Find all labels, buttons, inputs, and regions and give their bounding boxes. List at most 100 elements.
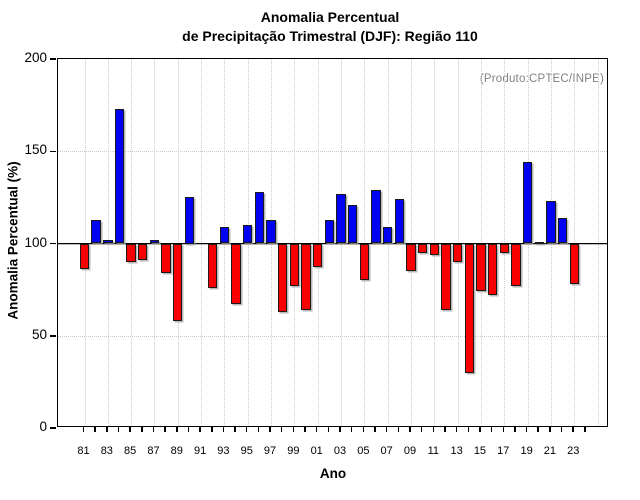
x-tick	[502, 427, 504, 432]
bar-16	[487, 243, 498, 296]
x-tick	[257, 427, 260, 432]
vertical-gridline	[294, 59, 296, 426]
x-tick	[537, 427, 539, 432]
x-tick	[514, 427, 516, 432]
x-tick	[164, 427, 166, 432]
x-tick	[397, 427, 400, 432]
x-tick	[525, 427, 528, 432]
bar-19	[522, 162, 533, 244]
y-tick	[50, 335, 56, 337]
x-tick	[304, 427, 306, 432]
x-tick-label: 81	[77, 445, 90, 457]
x-tick	[455, 427, 458, 432]
x-tick-label: 15	[473, 445, 487, 457]
x-tick-label: 93	[217, 445, 230, 457]
bar-08	[394, 199, 404, 244]
y-tick	[50, 150, 56, 152]
y-tick	[50, 242, 56, 245]
x-tick	[199, 427, 201, 432]
bar-20	[534, 241, 544, 244]
bar-89	[173, 243, 183, 321]
x-tick	[409, 427, 411, 432]
x-tick-label: 19	[520, 445, 533, 457]
x-tick	[292, 427, 295, 432]
x-tick	[420, 427, 423, 432]
bar-09	[406, 243, 416, 272]
vertical-gridline	[480, 59, 482, 426]
chart-title-line1: Anomalia Percentual	[260, 9, 400, 25]
x-tick-label: 03	[333, 445, 347, 457]
bar-13	[452, 243, 463, 262]
plot-area: (Produto:CPTEC/INPE)	[50, 58, 608, 429]
x-tick-label: 99	[287, 445, 300, 457]
y-tick-label: 150	[24, 142, 47, 158]
bar-82	[91, 219, 101, 244]
bar-05	[359, 243, 370, 281]
x-tick	[280, 427, 283, 432]
bar-88	[161, 243, 171, 274]
x-tick-label: 23	[567, 445, 580, 457]
producer-annotation: (Produto:CPTEC/INPE)	[479, 73, 604, 85]
vertical-gridline	[434, 59, 436, 426]
vertical-gridline	[597, 59, 599, 426]
bar-87	[149, 239, 160, 244]
x-tick	[117, 427, 120, 432]
bar-03	[336, 193, 346, 244]
bar-04	[347, 204, 358, 244]
x-tick-label: 87	[147, 445, 160, 457]
x-tick	[362, 427, 365, 432]
x-tick-label: 07	[380, 445, 393, 457]
x-tick-label: 13	[450, 445, 463, 457]
x-tick-label: 21	[543, 445, 557, 457]
bar-06	[371, 189, 381, 244]
x-tick-label: 85	[124, 445, 137, 457]
vertical-gridline	[84, 59, 86, 426]
x-tick	[129, 427, 131, 432]
x-tick	[187, 427, 190, 432]
x-tick	[374, 427, 376, 432]
x-tick-label: 89	[170, 445, 183, 457]
bar-12	[441, 243, 451, 310]
y-tick-label: 200	[24, 50, 47, 65]
bar-99	[289, 243, 300, 286]
x-tick	[479, 427, 481, 432]
x-tick-label: 05	[357, 445, 370, 457]
bar-83	[103, 239, 113, 244]
x-tick	[152, 427, 155, 432]
x-tick-label: 11	[427, 445, 439, 457]
x-tick	[432, 427, 435, 432]
x-tick	[141, 427, 143, 432]
x-tick	[339, 427, 341, 432]
bar-22	[557, 217, 568, 244]
vertical-gridline	[574, 59, 576, 426]
y-tick	[50, 58, 56, 60]
bar-11	[429, 243, 439, 255]
x-tick	[315, 427, 318, 432]
vertical-gridline	[410, 59, 412, 426]
x-tick	[269, 427, 271, 432]
vertical-gridline	[317, 59, 319, 426]
y-tick	[50, 427, 56, 429]
bar-01	[313, 243, 323, 268]
bar-96	[254, 191, 265, 244]
bar-97	[266, 219, 276, 244]
vertical-gridline	[201, 59, 203, 426]
y-tick-label: 0	[39, 419, 47, 434]
x-tick	[222, 427, 225, 432]
x-tick	[490, 427, 493, 432]
bar-85	[126, 243, 136, 262]
bar-86	[138, 243, 148, 261]
x-tick	[549, 427, 551, 432]
x-tick	[560, 427, 563, 432]
x-tick	[245, 427, 248, 432]
horizontal-gridline	[58, 335, 607, 337]
x-tick-label: 17	[497, 445, 510, 457]
bar-93	[219, 226, 230, 244]
bar-18	[511, 243, 521, 286]
bar-07	[382, 226, 393, 244]
x-tick	[385, 427, 388, 432]
x-tick-label: 97	[263, 445, 277, 457]
x-tick	[106, 427, 108, 432]
bar-94	[231, 243, 241, 305]
